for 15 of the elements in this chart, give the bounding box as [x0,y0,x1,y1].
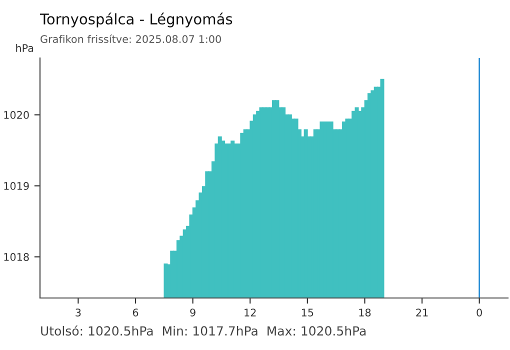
x-tick-label: 3 [76,308,81,316]
y-tick-label: 1020 [4,111,29,119]
x-tick-label: 9 [190,308,196,316]
y-tick-label: 1018 [4,253,29,261]
chart-title: Tornyospálca - Légnyomás [40,12,232,28]
x-tick-label: 18 [359,308,371,316]
y-tick-label: 1019 [4,182,29,190]
y-axis-title: hPa [16,44,34,52]
chart-subtitle: Grafikon frissítve: 2025.08.07 1:00 [40,34,221,44]
x-tick-label: 21 [416,308,428,316]
x-tick-label: 15 [302,308,314,316]
text: Utolsó: 1020.5hPa Min: 1017.7hPa Max: 1020.5hPa [41,325,366,336]
x-tick-label: 6 [132,308,138,316]
x-tick-label: 0 [476,308,482,316]
x-tick-label: 12 [244,308,256,316]
